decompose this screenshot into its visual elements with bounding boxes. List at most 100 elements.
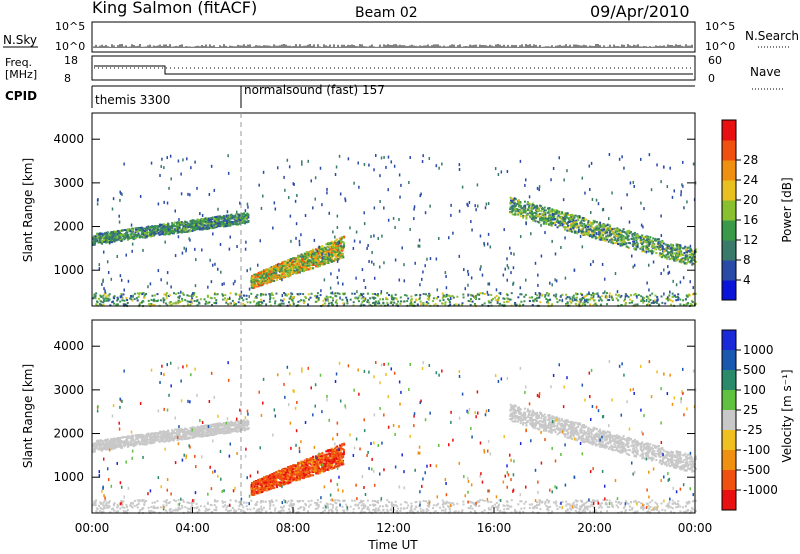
power-noise-cell	[368, 259, 370, 263]
power-echo-cell	[230, 215, 233, 218]
power-echo-cell	[270, 267, 273, 270]
power-echo-cell	[574, 225, 577, 228]
power-echo-cell	[265, 303, 268, 306]
power-echo-cell	[312, 261, 315, 264]
power-noise-cell	[210, 164, 213, 168]
power-echo-cell	[541, 207, 544, 210]
power-echo-cell	[193, 299, 196, 302]
power-echo-cell	[641, 242, 644, 245]
power-echo-cell	[267, 273, 270, 276]
power-echo-cell	[675, 257, 678, 260]
power-echo-cell	[558, 210, 561, 213]
power-echo-cell	[312, 250, 315, 253]
power-echo-cell	[571, 218, 574, 221]
power-echo-cell	[204, 217, 207, 220]
power-echo-cell	[297, 264, 300, 267]
power-echo-cell	[134, 231, 137, 234]
power-echo-cell	[676, 245, 679, 248]
power-echo-cell	[476, 293, 479, 296]
power-echo-cell	[607, 240, 610, 243]
power-echo-cell	[637, 294, 640, 297]
power-echo-cell	[130, 295, 133, 298]
power-echo-cell	[314, 263, 317, 266]
power-echo-cell	[309, 264, 312, 267]
power-echo-cell	[631, 299, 634, 302]
power-echo-cell	[317, 251, 320, 254]
power-echo-cell	[161, 233, 164, 236]
power-echo-cell	[420, 303, 423, 306]
power-echo-cell	[180, 231, 183, 234]
power-echo-cell	[556, 217, 559, 220]
power-echo-cell	[647, 244, 650, 247]
power-echo-cell	[562, 220, 565, 223]
power-echo-cell	[103, 293, 106, 296]
power-echo-cell	[604, 224, 607, 227]
power-echo-cell	[547, 302, 550, 305]
power-noise-cell	[656, 163, 658, 167]
power-echo-cell	[599, 225, 602, 228]
power-echo-cell	[227, 219, 230, 222]
power-echo-cell	[301, 256, 304, 259]
power-echo-cell	[319, 252, 322, 255]
power-echo-cell	[609, 230, 612, 233]
power-echo-cell	[249, 301, 252, 304]
power-echo-cell	[471, 300, 474, 303]
power-echo-cell	[546, 211, 549, 214]
power-echo-cell	[385, 296, 388, 299]
power-echo-cell	[196, 225, 199, 228]
power-echo-cell	[499, 302, 502, 305]
power-echo-cell	[198, 302, 201, 305]
power-echo-cell	[101, 240, 104, 243]
power-echo-cell	[556, 212, 559, 215]
power-echo-cell	[621, 229, 624, 232]
power-echo-cell	[94, 238, 97, 241]
power-echo-cell	[342, 292, 345, 295]
power-echo-cell	[603, 237, 606, 240]
power-echo-cell	[548, 209, 551, 212]
power-echo-cell	[288, 297, 291, 300]
power-noise-cell	[616, 290, 619, 294]
power-echo-cell	[628, 232, 631, 235]
power-echo-cell	[507, 300, 510, 303]
power-echo-cell	[586, 230, 589, 233]
power-echo-cell	[640, 246, 643, 249]
power-echo-cell	[332, 292, 335, 295]
power-echo-cell	[327, 258, 330, 261]
power-echo-cell	[195, 228, 198, 231]
power-echo-cell	[291, 271, 294, 274]
power-echo-cell	[617, 294, 620, 297]
power-echo-cell	[165, 292, 168, 295]
power-echo-cell	[568, 229, 571, 232]
power-echo-cell	[558, 299, 561, 302]
power-echo-cell	[330, 301, 333, 304]
power-echo-cell	[176, 231, 179, 234]
power-echo-cell	[633, 293, 636, 296]
power-echo-cell	[167, 222, 170, 225]
power-echo-cell	[598, 299, 601, 302]
power-echo-cell	[518, 204, 521, 207]
power-echo-cell	[651, 249, 654, 252]
power-echo-cell	[291, 299, 294, 302]
power-echo-cell	[131, 228, 134, 231]
power-echo-cell	[287, 259, 290, 262]
power-echo-cell	[619, 232, 622, 235]
power-echo-cell	[592, 222, 595, 225]
power-echo-cell	[272, 269, 275, 272]
power-echo-cell	[338, 257, 341, 260]
power-echo-cell	[692, 259, 695, 262]
power-echo-cell	[386, 303, 389, 306]
power-echo-cell	[544, 213, 547, 216]
power-echo-cell	[646, 238, 649, 241]
power-echo-cell	[133, 233, 136, 236]
power-noise-cell	[344, 199, 347, 203]
power-echo-cell	[572, 222, 575, 225]
power-echo-cell	[213, 220, 216, 223]
power-echo-cell	[518, 205, 521, 208]
power-echo-cell	[105, 241, 108, 244]
power-echo-cell	[342, 242, 345, 245]
power-echo-cell	[213, 301, 216, 304]
power-echo-cell	[268, 300, 271, 303]
power-echo-cell	[205, 300, 208, 303]
power-echo-cell	[238, 214, 241, 217]
power-echo-cell	[671, 254, 674, 257]
